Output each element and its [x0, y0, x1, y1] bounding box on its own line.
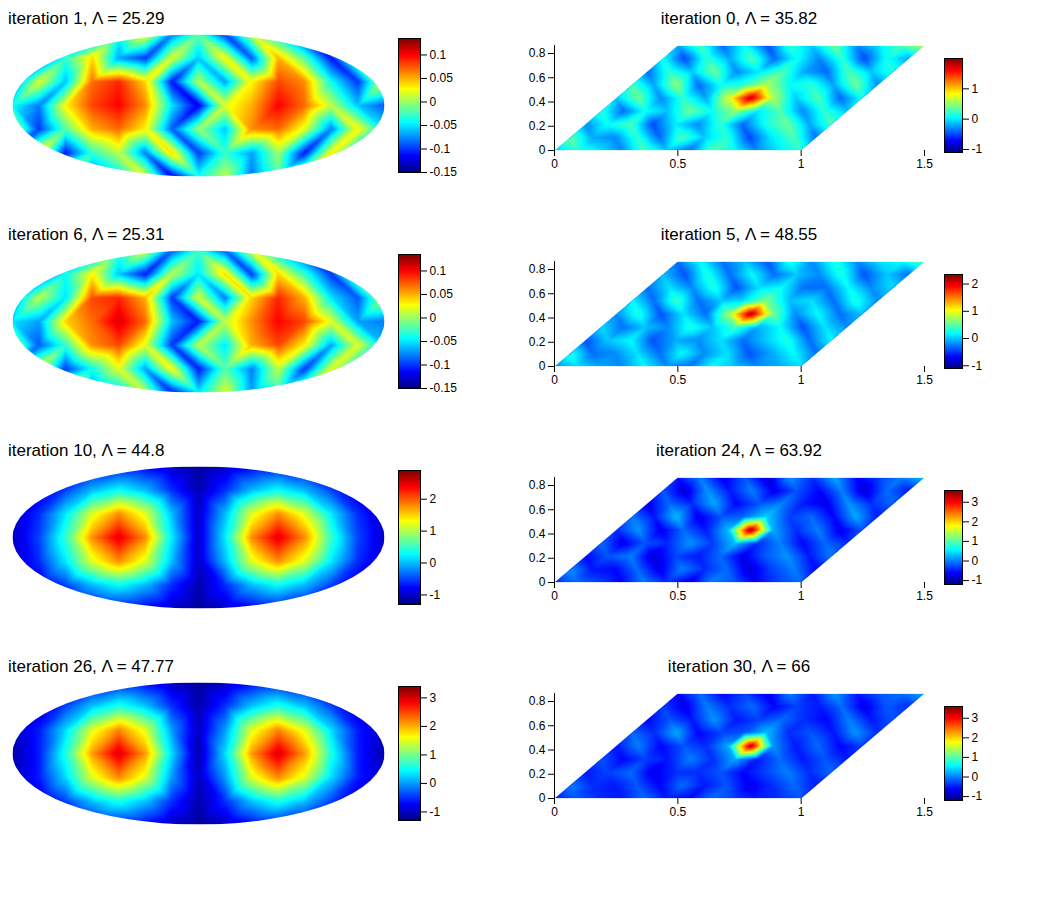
- svg-text:1: 1: [972, 534, 979, 548]
- svg-text:0: 0: [430, 95, 437, 109]
- svg-text:0.4: 0.4: [529, 527, 546, 541]
- svg-text:-0.1: -0.1: [430, 142, 451, 156]
- svg-text:0: 0: [430, 556, 437, 570]
- svg-text:2: 2: [972, 515, 979, 529]
- svg-text:0: 0: [551, 589, 558, 603]
- html-text:iteration 6, Λ = 25.31: iteration 6, Λ = 25.31: [8, 225, 165, 244]
- svg-text:2: 2: [430, 492, 437, 506]
- svg-text:1: 1: [972, 750, 979, 764]
- svg-text:0.1: 0.1: [430, 48, 447, 62]
- svg-text:1: 1: [430, 524, 437, 538]
- svg-text:0: 0: [539, 791, 546, 805]
- svg-text:0: 0: [539, 575, 546, 589]
- html-text:iteration 5, Λ = 48.55: iteration 5, Λ = 48.55: [660, 225, 818, 244]
- svg-text:1: 1: [430, 748, 437, 762]
- svg-text:1: 1: [798, 157, 805, 171]
- svg-text:0.4: 0.4: [529, 311, 546, 325]
- svg-text:-1: -1: [972, 573, 983, 587]
- html-text:iteration 0, Λ = 35.82: iteration 0, Λ = 35.82: [660, 9, 818, 28]
- svg-text:0.5: 0.5: [669, 157, 686, 171]
- svg-text:0.05: 0.05: [430, 287, 454, 301]
- svg-text:1.5: 1.5: [916, 373, 933, 387]
- svg-text:0: 0: [551, 373, 558, 387]
- svg-text:1: 1: [972, 304, 979, 318]
- svg-text:-0.05: -0.05: [430, 334, 458, 348]
- svg-text:1: 1: [798, 805, 805, 819]
- svg-text:0.6: 0.6: [529, 71, 546, 85]
- svg-text:2: 2: [430, 719, 437, 733]
- svg-text:-1: -1: [972, 142, 983, 156]
- svg-text:-1: -1: [430, 588, 441, 602]
- svg-text:0: 0: [539, 143, 546, 157]
- svg-text:-0.05: -0.05: [430, 118, 458, 132]
- svg-text:3: 3: [972, 495, 979, 509]
- svg-text:0: 0: [551, 157, 558, 171]
- svg-text:0.6: 0.6: [529, 719, 546, 733]
- svg-text:0.8: 0.8: [529, 262, 546, 276]
- svg-text:1.5: 1.5: [916, 157, 933, 171]
- svg-text:0.8: 0.8: [529, 478, 546, 492]
- svg-text:0: 0: [539, 359, 546, 373]
- svg-text:0.5: 0.5: [669, 373, 686, 387]
- svg-text:0: 0: [430, 311, 437, 325]
- svg-text:0.6: 0.6: [529, 503, 546, 517]
- html-text:iteration 1, Λ = 25.29: iteration 1, Λ = 25.29: [8, 9, 165, 28]
- svg-text:0.8: 0.8: [529, 46, 546, 60]
- svg-text:1: 1: [972, 82, 979, 96]
- svg-text:3: 3: [430, 691, 437, 705]
- svg-text:-0.15: -0.15: [430, 381, 458, 395]
- svg-text:2: 2: [972, 731, 979, 745]
- html-text:iteration 10, Λ = 44.8: iteration 10, Λ = 44.8: [8, 441, 165, 460]
- svg-text:1: 1: [798, 589, 805, 603]
- svg-text:-0.15: -0.15: [430, 165, 458, 179]
- svg-text:0: 0: [972, 331, 979, 345]
- svg-text:1.5: 1.5: [916, 589, 933, 603]
- svg-text:0.2: 0.2: [529, 767, 546, 781]
- html-text:iteration 24, Λ = 63.92: iteration 24, Λ = 63.92: [656, 441, 822, 460]
- svg-text:3: 3: [972, 711, 979, 725]
- svg-text:0.6: 0.6: [529, 287, 546, 301]
- svg-text:0.8: 0.8: [529, 694, 546, 708]
- svg-text:-1: -1: [972, 789, 983, 803]
- svg-text:0.5: 0.5: [669, 805, 686, 819]
- svg-text:0.5: 0.5: [669, 589, 686, 603]
- svg-text:0: 0: [972, 770, 979, 784]
- svg-text:-1: -1: [430, 805, 441, 819]
- svg-text:0: 0: [551, 805, 558, 819]
- svg-text:0.2: 0.2: [529, 119, 546, 133]
- svg-text:1.5: 1.5: [916, 805, 933, 819]
- svg-text:0.4: 0.4: [529, 95, 546, 109]
- svg-text:0.2: 0.2: [529, 551, 546, 565]
- svg-text:1: 1: [798, 373, 805, 387]
- svg-text:2: 2: [972, 277, 979, 291]
- svg-text:-0.1: -0.1: [430, 358, 451, 372]
- svg-text:0: 0: [972, 112, 979, 126]
- svg-text:0.05: 0.05: [430, 71, 454, 85]
- svg-text:0.1: 0.1: [430, 264, 447, 278]
- svg-text:0.4: 0.4: [529, 743, 546, 757]
- html-text:iteration 26, Λ = 47.77: iteration 26, Λ = 47.77: [8, 657, 174, 676]
- html-text:iteration 30, Λ = 66: iteration 30, Λ = 66: [667, 657, 811, 676]
- svg-text:0.2: 0.2: [529, 335, 546, 349]
- svg-text:0: 0: [430, 776, 437, 790]
- svg-text:-1: -1: [972, 359, 983, 373]
- svg-text:0: 0: [972, 554, 979, 568]
